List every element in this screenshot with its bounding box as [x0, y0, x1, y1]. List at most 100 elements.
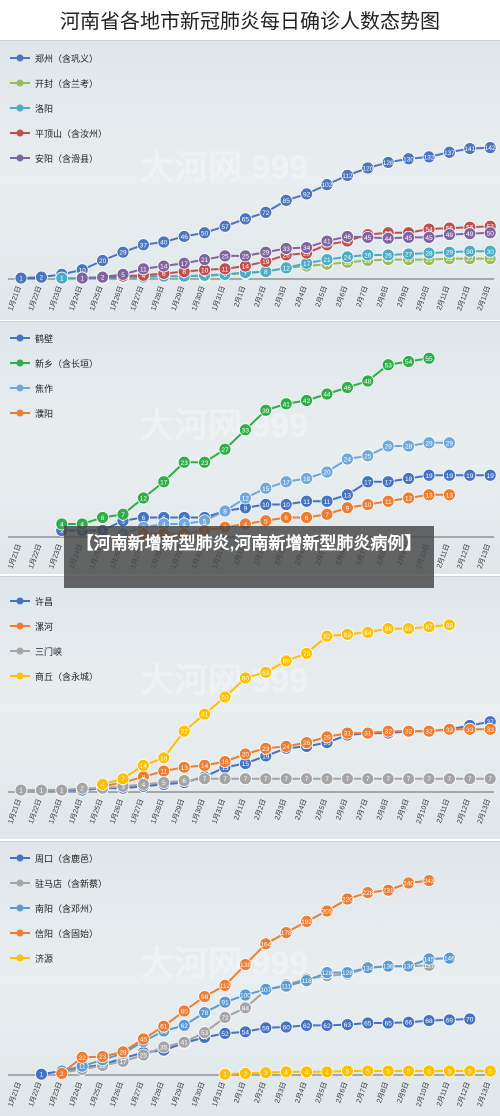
x-tick-label: 2月11日 — [435, 285, 451, 311]
data-label: 4 — [305, 1069, 309, 1076]
data-point — [422, 488, 436, 502]
data-label: 45 — [364, 235, 372, 242]
data-label: 14 — [140, 763, 148, 770]
data-label: 37 — [140, 242, 148, 249]
data-point — [96, 254, 109, 267]
x-tick-label: 2月9日 — [396, 798, 411, 821]
data-point — [300, 772, 314, 786]
data-label: 32 — [385, 729, 393, 736]
x-tick-label: 2月13日 — [476, 1081, 492, 1108]
x-tick-label: 1月28日 — [149, 285, 165, 312]
data-label: 61 — [160, 1024, 168, 1031]
data-label: 25 — [221, 253, 229, 260]
legend-marker — [16, 129, 24, 137]
data-point — [422, 952, 436, 966]
legend-label: 安阳（含滑县） — [35, 153, 98, 164]
data-label: 4 — [60, 522, 64, 529]
data-point — [218, 249, 232, 263]
x-tick-label: 1月27日 — [129, 798, 145, 825]
legend-label: 开封（含兰考） — [35, 78, 98, 89]
data-point — [238, 958, 252, 971]
x-tick-label: 1月31日 — [211, 285, 227, 312]
legend-marker — [16, 154, 24, 162]
data-label: 4 — [284, 1069, 288, 1076]
data-label: 41 — [201, 712, 209, 719]
data-label: 22 — [446, 256, 454, 263]
data-point — [320, 772, 334, 786]
data-point — [320, 1018, 334, 1032]
data-point — [340, 501, 354, 515]
data-label: 5 — [448, 1069, 452, 1076]
data-label: 1 — [19, 276, 23, 283]
x-tick-label: 1月29日 — [170, 285, 186, 312]
legend-marker — [16, 854, 24, 862]
legend-label: 平顶山（含汝州） — [35, 128, 107, 139]
data-point — [198, 226, 212, 240]
legend-marker — [16, 929, 24, 937]
legend-marker — [16, 104, 24, 112]
x-tick-label: 2月13日 — [476, 285, 492, 312]
data-label: 11 — [324, 499, 331, 506]
legend-label: 商丘（含永城） — [35, 671, 98, 682]
data-label: 33 — [283, 246, 291, 253]
data-label: 14 — [160, 264, 168, 271]
x-tick-label: 1月21日 — [7, 543, 23, 570]
data-point — [402, 724, 416, 738]
data-point — [238, 772, 252, 786]
data-label: 19 — [262, 259, 270, 266]
data-label: 23 — [201, 460, 209, 467]
data-point — [55, 783, 69, 797]
data-point — [320, 465, 334, 479]
data-point — [381, 724, 395, 738]
x-tick-label: 2月8日 — [375, 1081, 390, 1104]
data-point — [422, 772, 436, 786]
data-point — [300, 187, 314, 201]
x-tick-label: 2月10日 — [415, 285, 431, 312]
data-point — [279, 397, 293, 411]
data-label: 5 — [386, 1069, 390, 1076]
data-point — [157, 751, 171, 765]
data-label: 83 — [344, 632, 352, 639]
data-point — [55, 271, 69, 285]
data-point — [300, 494, 314, 508]
x-tick-label: 1月21日 — [7, 1081, 23, 1108]
data-point — [340, 488, 354, 502]
data-point — [320, 629, 334, 643]
data-label: 10 — [262, 502, 270, 509]
data-label: 45 — [140, 1037, 148, 1044]
data-label: 69 — [446, 1017, 454, 1024]
data-label: 11 — [385, 499, 392, 506]
data-point — [238, 1066, 252, 1080]
data-label: 32 — [425, 729, 433, 736]
data-label: 25 — [140, 1053, 148, 1060]
data-point — [422, 230, 436, 244]
data-label: 107 — [260, 987, 271, 994]
data-label: 8 — [182, 269, 186, 276]
data-label: 44 — [385, 236, 393, 243]
data-label: 21 — [201, 257, 209, 264]
data-point — [177, 256, 191, 270]
legend-label: 漯河 — [35, 621, 53, 632]
data-point — [361, 248, 375, 262]
x-tick-label: 1月25日 — [88, 798, 104, 825]
data-point — [35, 270, 48, 284]
x-tick-label: 1月27日 — [129, 1081, 145, 1108]
data-point — [259, 937, 273, 951]
data-label: 28 — [425, 251, 433, 258]
data-label: 126 — [383, 160, 394, 167]
data-point — [259, 982, 273, 996]
data-point — [279, 475, 293, 489]
data-label: 220 — [342, 897, 353, 904]
data-point — [238, 212, 252, 226]
data-point — [402, 1015, 416, 1029]
data-label: 26 — [385, 252, 393, 259]
data-point — [340, 168, 354, 182]
legend-label: 信阳（含固始） — [35, 928, 98, 939]
data-point — [96, 270, 109, 284]
data-label: 13 — [344, 492, 352, 499]
legend-label: 濮阳 — [35, 408, 53, 419]
data-point — [259, 772, 273, 786]
data-label: 25 — [242, 253, 250, 260]
data-label: 14 — [242, 264, 250, 271]
data-point — [300, 736, 314, 750]
